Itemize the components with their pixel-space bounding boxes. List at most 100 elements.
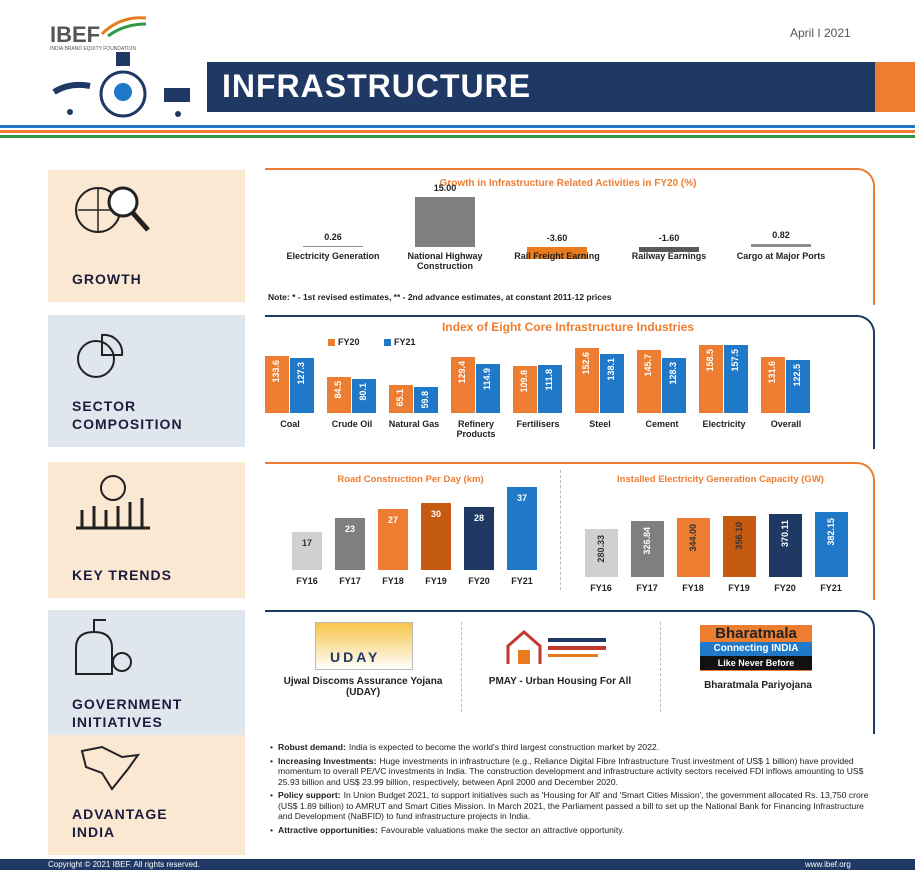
chart-title: Installed Electricity Generation Capacit… [617, 474, 824, 485]
stripe [0, 135, 915, 138]
bar [584, 529, 618, 577]
bharatmala-logo: Bharatmala Connecting INDIA Like Never B… [700, 625, 812, 671]
logo-text: Bharatmala [715, 625, 797, 642]
bullet: • Increasing Investments: Huge investments… [268, 756, 873, 788]
pmay-logo [506, 630, 606, 664]
bar [327, 376, 351, 413]
growth-chart: Growth in Infrastructure Related Activit… [268, 172, 868, 307]
advantage-bullets: • Robust demand: India is expected to beco… [268, 742, 873, 838]
section-label: GROWTH [72, 271, 142, 287]
bullet-lead: Robust demand: [278, 742, 346, 752]
title: INFRASTRUCTURE [222, 68, 532, 104]
value-label: 157.5 [730, 349, 740, 372]
category-label: FY16 [590, 583, 612, 593]
initiative-name: Bharatmala Pariyojana [704, 680, 812, 691]
initiative-name: PMAY - Urban Housing For All [488, 676, 632, 687]
bar [352, 378, 376, 413]
bar [265, 355, 289, 413]
bullet: • Policy support: In Union Budget 2021, to… [268, 790, 873, 822]
bar [476, 363, 500, 413]
bar [415, 197, 475, 247]
value-label: 59.8 [420, 391, 430, 409]
category-label: National Highway Construction [407, 251, 483, 271]
initiative-name: Ujwal Discoms Assurance Yojana (UDAY) [283, 676, 443, 698]
bar [335, 518, 365, 570]
category-label: Refinery Products [456, 419, 496, 439]
bullet-dot: • [270, 824, 274, 835]
bar [538, 365, 562, 413]
uday-logo: UDAY [315, 622, 413, 670]
value-label: 122.5 [792, 364, 802, 387]
section-label: SECTOR COMPOSITION [72, 398, 183, 432]
value-label: 152.6 [581, 351, 591, 375]
legend-swatch [328, 339, 335, 346]
trends-panel: KEY TRENDS [48, 462, 245, 598]
chart-title: Road Construction Per Day (km) [337, 474, 484, 485]
bullet-lead: Policy support: [278, 790, 341, 800]
gov-panel: GOVERNMENT INITIATIVES [48, 610, 245, 745]
bar [630, 521, 664, 577]
value-label: 158.5 [705, 349, 715, 372]
growth-panel: GROWTH [48, 170, 245, 302]
title-banner [207, 62, 875, 112]
category-label: Crude Oil [331, 419, 373, 429]
category-label: FY16 [296, 576, 318, 586]
bar [513, 365, 537, 413]
header-icon [52, 52, 190, 118]
title-banner-end [875, 62, 915, 112]
value-label: -3.60 [546, 233, 568, 243]
bullet-text: In Union Budget 2021, to support initiat… [278, 790, 869, 821]
bar [676, 518, 710, 577]
value-label: 23 [344, 524, 355, 535]
value-label: 133.6 [271, 359, 281, 383]
bullet-dot: • [270, 790, 274, 800]
bullet-lead: Attractive opportunities: [278, 824, 378, 835]
copyright: Copyright © 2021 IBEF. All rights reserv… [48, 860, 200, 869]
legend-label: FY20 [338, 337, 360, 347]
value-label: 37 [516, 493, 527, 503]
section-frame [265, 315, 875, 449]
bar [414, 387, 438, 413]
bar [507, 487, 537, 570]
bar [751, 244, 811, 247]
value-label: 0.26 [324, 232, 342, 243]
value-label: 0.82 [772, 230, 790, 241]
value-label: 114.9 [482, 367, 492, 390]
category-label: Fertilisers [516, 419, 560, 429]
value-label: 326.84 [642, 527, 652, 555]
category-label: Rail Freight Earning [514, 251, 600, 261]
footer [0, 859, 915, 870]
bar [722, 516, 756, 577]
icon [76, 475, 150, 530]
value-label: 80.1 [358, 382, 368, 401]
url: www.ibef.org [805, 860, 851, 869]
category-label: Steel [589, 419, 611, 429]
bar [290, 358, 314, 413]
divider [660, 622, 661, 712]
date: April I 2021 [790, 26, 851, 40]
category-label: Overall [770, 419, 802, 429]
note: Note: * - 1st revised estimates, ** - 2n… [268, 292, 612, 302]
icon [75, 619, 132, 675]
section-frame [265, 610, 875, 734]
bar [662, 357, 686, 413]
value-label: 15.00 [433, 183, 457, 193]
category-label: Cement [645, 419, 679, 429]
section-label: ADVANTAGE INDIA [72, 806, 168, 840]
bar [527, 247, 587, 259]
divider [560, 470, 561, 590]
category-label: Coal [280, 419, 300, 429]
category-label: Natural Gas [388, 419, 440, 429]
logo: IBEF [50, 22, 101, 47]
value-label: 280.33 [596, 535, 606, 563]
value-label: 111.8 [544, 369, 554, 391]
category-label: Electricity [702, 419, 746, 429]
logo-text: Like Never Before [700, 656, 812, 670]
category-label: FY21 [511, 576, 533, 586]
bullet-text: Favourable valuations make the sector an… [380, 824, 625, 835]
logo-text: UDAY [330, 649, 381, 665]
bar [378, 509, 408, 570]
bar [786, 360, 810, 413]
value-label: 109.8 [519, 369, 529, 393]
